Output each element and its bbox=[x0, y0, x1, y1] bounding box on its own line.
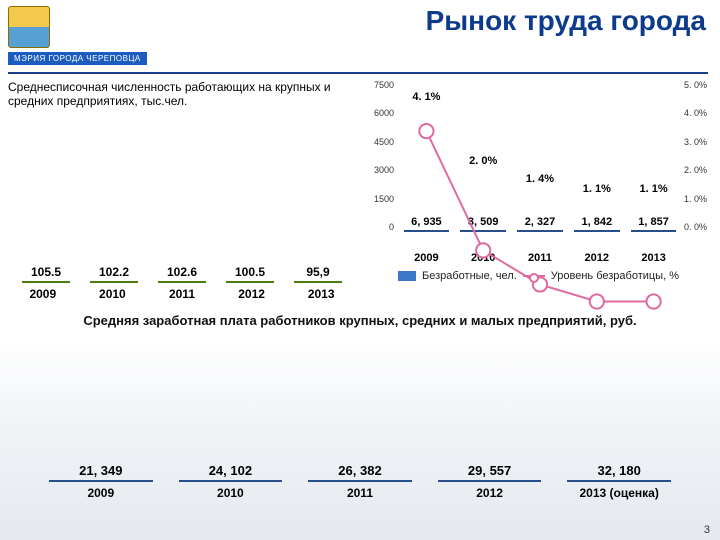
header-rule bbox=[8, 72, 708, 74]
y-right-tick: 4. 0% bbox=[684, 108, 712, 118]
header-left: МЭРИЯ ГОРОДА ЧЕРЕПОВЦА bbox=[8, 6, 147, 66]
unemployment-chart: 7500 6000 4500 3000 1500 0 5. 0% 4. 0% 3. 0% 2. … bbox=[364, 80, 712, 250]
y-right-tick: 0. 0% bbox=[684, 222, 712, 232]
unemployment-y-right: 5. 0% 4. 0% 3. 0% 2. 0% 1. 0% 0. 0% bbox=[684, 80, 712, 232]
x-tick: 2012 bbox=[425, 486, 555, 500]
employees-panel: Среднесписочная численность работающих н… bbox=[8, 80, 360, 301]
bar-value-label: 21, 349 bbox=[79, 463, 122, 478]
bar-value-label: 24, 102 bbox=[209, 463, 252, 478]
x-tick: 2009 bbox=[36, 486, 166, 500]
x-tick: 2010 bbox=[78, 287, 148, 301]
bar-rect bbox=[22, 281, 70, 283]
wage-bar: 26, 382 bbox=[295, 463, 425, 482]
wage-caption: Средняя заработная плата работников круп… bbox=[8, 313, 712, 328]
employees-caption: Среднесписочная численность работающих н… bbox=[8, 80, 356, 109]
bar-value-label: 29, 557 bbox=[468, 463, 511, 478]
bar-value-label: 95,9 bbox=[306, 265, 329, 279]
y-right-tick: 2. 0% bbox=[684, 165, 712, 175]
x-tick: 2010 bbox=[166, 486, 296, 500]
line-value-label: 2. 0% bbox=[469, 155, 497, 167]
y-right-tick: 1. 0% bbox=[684, 194, 712, 204]
slide-header: МЭРИЯ ГОРОДА ЧЕРЕПОВЦА Рынок труда город… bbox=[0, 0, 720, 70]
bar-rect bbox=[438, 480, 542, 482]
bar-value-label: 102.2 bbox=[99, 265, 129, 279]
bar-rect bbox=[567, 480, 671, 482]
wage-xaxis: 20092010201120122013 (оценка) bbox=[36, 486, 684, 500]
y-left-tick: 6000 bbox=[364, 108, 394, 118]
bar-rect bbox=[90, 281, 138, 283]
x-tick: 2012 bbox=[217, 287, 287, 301]
line-value-label: 1. 1% bbox=[640, 183, 668, 195]
x-tick: 2011 bbox=[295, 486, 425, 500]
y-right-tick: 3. 0% bbox=[684, 137, 712, 147]
unemployment-y-left: 7500 6000 4500 3000 1500 0 bbox=[364, 80, 394, 232]
city-crest-icon bbox=[8, 6, 50, 48]
y-left-tick: 3000 bbox=[364, 165, 394, 175]
bar-value-label: 100.5 bbox=[235, 265, 265, 279]
unemployment-plot: 6, 9353, 5092, 3271, 8421, 857 4. 1%2. 0… bbox=[398, 80, 682, 232]
legend-line-swatch bbox=[523, 275, 545, 277]
bar-value-label: 26, 382 bbox=[338, 463, 381, 478]
employees-bar: 105.5 bbox=[12, 265, 80, 283]
employees-bar: 95,9 bbox=[284, 265, 352, 283]
wage-bar: 29, 557 bbox=[425, 463, 555, 482]
employees-bar: 100.5 bbox=[216, 265, 284, 283]
employees-chart: 105.5 102.2 102.6 100.5 95,9 bbox=[8, 113, 356, 283]
x-tick: 2009 bbox=[8, 287, 78, 301]
bar-rect bbox=[49, 480, 153, 482]
page-number: 3 bbox=[704, 524, 710, 536]
bar-value-label: 102.6 bbox=[167, 265, 197, 279]
line-value-label: 1. 4% bbox=[526, 173, 554, 185]
employees-xaxis: 20092010201120122013 bbox=[8, 287, 356, 301]
y-left-tick: 1500 bbox=[364, 194, 394, 204]
y-left-tick: 4500 bbox=[364, 137, 394, 147]
slide-title: Рынок труда города bbox=[426, 6, 706, 35]
y-left-tick: 7500 bbox=[364, 80, 394, 90]
bar-rect bbox=[294, 281, 342, 283]
line-value-label: 4. 1% bbox=[412, 91, 440, 103]
bar-value-label: 105.5 bbox=[31, 265, 61, 279]
org-badge: МЭРИЯ ГОРОДА ЧЕРЕПОВЦА bbox=[8, 52, 147, 65]
employees-bar: 102.6 bbox=[148, 265, 216, 283]
bar-rect bbox=[158, 281, 206, 283]
x-tick: 2013 bbox=[286, 287, 356, 301]
wage-bar: 24, 102 bbox=[166, 463, 296, 482]
wage-chart: 21, 349 24, 102 26, 382 29, 557 32, 180 bbox=[36, 332, 684, 482]
line-value-label: 1. 1% bbox=[583, 183, 611, 195]
bar-value-label: 32, 180 bbox=[597, 463, 640, 478]
y-left-tick: 0 bbox=[364, 222, 394, 232]
wage-bar: 32, 180 bbox=[554, 463, 684, 482]
x-tick: 2013 (оценка) bbox=[554, 486, 684, 500]
bar-rect bbox=[179, 480, 283, 482]
unemployment-panel: 7500 6000 4500 3000 1500 0 5. 0% 4. 0% 3. 0% 2. … bbox=[360, 80, 712, 301]
y-right-tick: 5. 0% bbox=[684, 80, 712, 90]
bar-rect bbox=[308, 480, 412, 482]
x-tick: 2011 bbox=[147, 287, 217, 301]
wage-bar: 21, 349 bbox=[36, 463, 166, 482]
bar-rect bbox=[226, 281, 274, 283]
employees-bar: 102.2 bbox=[80, 265, 148, 283]
